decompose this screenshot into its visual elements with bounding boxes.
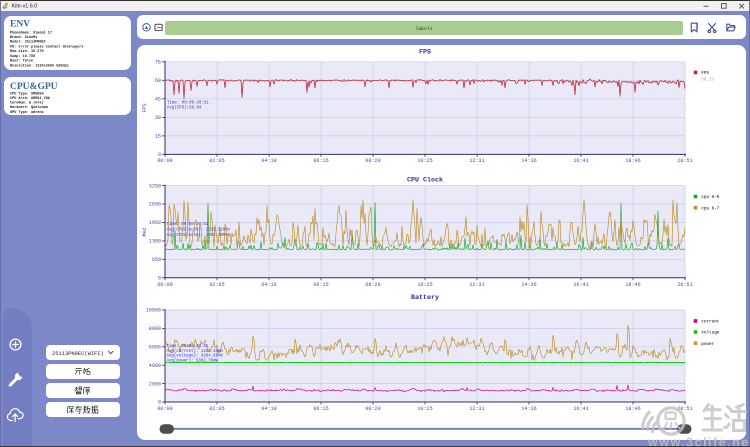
svg-text:04:10: 04:10 [261, 406, 276, 412]
svg-text:Avg(current): 1283.40mA: Avg(current): 1283.40mA [167, 349, 224, 354]
svg-text:14:36: 14:36 [521, 406, 536, 412]
svg-text:Resolution: 1220x2656 520dpi: Resolution: 1220x2656 520dpi [10, 63, 69, 68]
svg-text:FPS: FPS [419, 49, 431, 57]
svg-text:10:25: 10:25 [417, 406, 432, 412]
svg-text:04:10: 04:10 [261, 282, 276, 288]
svg-text:CoreNum: 8 (6+2): CoreNum: 8 (6+2) [10, 101, 44, 106]
svg-text:Time: 00:00-20:51: Time: 00:00-20:51 [167, 344, 209, 349]
svg-text:0: 0 [158, 152, 161, 158]
svg-text:0: 0 [158, 275, 161, 281]
svg-text:Ram size: 15.27G: Ram size: 15.27G [10, 49, 44, 54]
svg-text:0: 0 [158, 400, 161, 406]
svg-text:10:25: 10:25 [417, 158, 432, 164]
svg-text:CPU&GPU: CPU&GPU [10, 82, 58, 92]
svg-text:Avg(FPS):59.04: Avg(FPS):59.04 [167, 106, 202, 111]
svg-text:06:15: 06:15 [313, 406, 328, 412]
svg-text:04:10: 04:10 [261, 158, 276, 164]
svg-text:02:05: 02:05 [209, 406, 224, 412]
svg-text:18:46: 18:46 [625, 406, 640, 412]
svg-text:2600: 2600 [149, 202, 161, 208]
svg-text:label1: label1 [416, 26, 433, 32]
svg-text:ENV: ENV [10, 20, 30, 30]
svg-text:18:46: 18:46 [625, 282, 640, 288]
svg-text:Hardware: Qualcomm: Hardware: Qualcomm [10, 105, 48, 110]
svg-text:60: 60 [155, 78, 161, 84]
svg-text:18:46: 18:46 [625, 158, 640, 164]
svg-text:75: 75 [155, 60, 161, 66]
svg-text:00:00: 00:00 [157, 282, 172, 288]
svg-text:02:05: 02:05 [209, 158, 224, 164]
svg-text:Avg(CPUClock0): 1025.51MHz: Avg(CPUClock0): 1025.51MHz [167, 227, 231, 232]
svg-text:cpu 6-7: cpu 6-7 [701, 206, 719, 211]
svg-text:45: 45 [155, 97, 161, 103]
svg-text:power: power [701, 342, 714, 347]
svg-text:voltage: voltage [701, 331, 719, 336]
svg-text:650: 650 [152, 257, 161, 263]
svg-text:08:20: 08:20 [365, 158, 380, 164]
svg-text:2000: 2000 [149, 381, 161, 387]
svg-text:12:31: 12:31 [469, 406, 484, 412]
svg-text:08:20: 08:20 [365, 406, 380, 412]
svg-text:1300: 1300 [149, 239, 161, 245]
svg-text:Root: false: Root: false [10, 59, 33, 64]
svg-text:FPS: FPS [142, 103, 148, 112]
svg-text:12:31: 12:31 [469, 282, 484, 288]
svg-text:15: 15 [155, 134, 161, 140]
svg-text:Time: 00:00-20:51: Time: 00:00-20:51 [167, 100, 209, 105]
svg-text:MHz: MHz [142, 227, 148, 236]
svg-text:CPU Type: SM8850: CPU Type: SM8850 [10, 92, 44, 96]
svg-text:GPU Type: adreno: GPU Type: adreno [10, 110, 44, 115]
svg-text:14:36: 14:36 [521, 282, 536, 288]
svg-text:14:36: 14:36 [521, 158, 536, 164]
svg-text:60.19: 60.19 [701, 79, 714, 83]
svg-text:Avg(CPUClock6): 1902.30MHz: Avg(CPUClock6): 1902.30MHz [167, 233, 231, 238]
svg-text:16:41: 16:41 [573, 282, 588, 288]
svg-text:25113PN0EC(WIFI): 25113PN0EC(WIFI) [52, 351, 104, 357]
svg-text:Avg(voltage): 4284.60mV: Avg(voltage): 4284.60mV [167, 354, 224, 359]
svg-text:OS: error please contact devel: OS: error please contact developers [10, 45, 84, 50]
svg-text:Swap: 16.78G: Swap: 16.78G [10, 55, 35, 59]
svg-text:06:15: 06:15 [313, 158, 328, 164]
svg-text:16:41: 16:41 [573, 158, 588, 164]
svg-text:16:41: 16:41 [573, 406, 588, 412]
svg-text:1950: 1950 [149, 220, 161, 226]
svg-text:30: 30 [155, 115, 161, 121]
svg-text:PhoneName: Xiaomi 17: PhoneName: Xiaomi 17 [10, 30, 52, 35]
svg-text:06:15: 06:15 [313, 282, 328, 288]
svg-text:10000: 10000 [146, 308, 161, 314]
svg-text:current: current [701, 320, 719, 325]
svg-text:cpu 0-5: cpu 0-5 [701, 195, 719, 200]
svg-text:20:51: 20:51 [677, 282, 692, 288]
svg-text:Brand: XiaoMi: Brand: XiaoMi [10, 35, 37, 40]
svg-text:CPU Clock: CPU Clock [407, 177, 443, 185]
svg-text:Avg(power): 5382.76mW: Avg(power): 5382.76mW [167, 358, 219, 363]
svg-text:4000: 4000 [149, 363, 161, 369]
svg-text:Kite-v1.6.0: Kite-v1.6.0 [12, 4, 38, 10]
svg-text:02:05: 02:05 [209, 282, 224, 288]
svg-text:FPS: FPS [701, 71, 709, 76]
svg-text:20:51: 20:51 [677, 158, 692, 164]
svg-text:12:31: 12:31 [469, 158, 484, 164]
svg-text:Model: 25113PN0EC: Model: 25113PN0EC [10, 40, 46, 45]
svg-text:00:00: 00:00 [157, 406, 172, 412]
svg-text:Battery: Battery [411, 294, 439, 302]
svg-text:Time: 00:00-20:51: Time: 00:00-20:51 [167, 222, 209, 227]
svg-text:CPU Arch: ARM64_V8A: CPU Arch: ARM64_V8A [10, 96, 51, 101]
svg-text:20:51: 20:51 [677, 406, 692, 412]
svg-text:6000: 6000 [149, 345, 161, 351]
svg-text:8000: 8000 [149, 326, 161, 332]
svg-text:www.3clife.net: www.3clife.net [647, 436, 750, 447]
svg-text:08:20: 08:20 [365, 282, 380, 288]
svg-text:10:25: 10:25 [417, 282, 432, 288]
svg-text:3250: 3250 [149, 183, 161, 189]
svg-text:00:00: 00:00 [157, 158, 172, 164]
